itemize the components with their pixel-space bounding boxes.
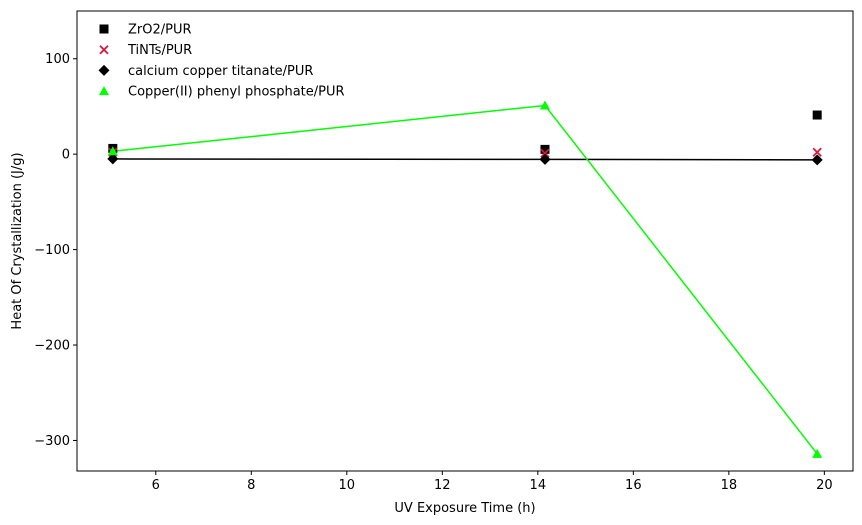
- x-axis-label: UV Exposure Time (h): [394, 501, 535, 516]
- data-point-zro2-pur: [540, 144, 550, 154]
- x-axis: 6 8 10 12 14 16 18 20: [152, 471, 833, 493]
- x-tick-label: 14: [530, 478, 547, 493]
- legend-marker-zro2-pur: [99, 24, 109, 34]
- legend: ZrO2/PUR TiNTs/PUR calcium copper titanate…: [98, 23, 345, 100]
- plot-frame: [76, 10, 854, 472]
- data-point-calcium-copper-titanate-pur: [539, 153, 551, 165]
- data-point-copper-ii-phenyl-phosphate-pur: [539, 100, 550, 110]
- y-tick-label: −100: [34, 243, 70, 258]
- series-line-copper-ii-phenyl-phosphate-pur: [112, 104, 818, 455]
- legend-label: calcium copper titanate/PUR: [128, 64, 313, 79]
- series-lines-layer: [112, 104, 818, 455]
- x-tick-label: 18: [721, 478, 738, 493]
- legend-label: ZrO2/PUR: [128, 23, 192, 38]
- legend-marker-tints-pur: [99, 45, 109, 55]
- x-tick-label: 12: [434, 478, 451, 493]
- y-axis-label: Heat Of Crystallization (J/g): [10, 152, 25, 329]
- y-tick-label: 100: [45, 52, 70, 67]
- data-point-calcium-copper-titanate-pur: [811, 154, 823, 166]
- data-point-tints-pur: [812, 147, 822, 157]
- series-markers-layer: [107, 100, 823, 458]
- legend-label: Copper(II) phenyl phosphate/PUR: [128, 85, 345, 100]
- x-tick-label: 16: [625, 478, 642, 493]
- series-line-calcium-copper-titanate-pur: [112, 158, 818, 161]
- x-tick-label: 6: [152, 478, 160, 493]
- y-tick-label: −300: [34, 434, 70, 449]
- data-point-tints-pur: [540, 148, 550, 158]
- legend-marker-copper-ii-phenyl-phosphate-pur: [99, 86, 109, 96]
- y-tick-label: 0: [62, 148, 70, 163]
- y-tick-label: −200: [34, 339, 70, 354]
- x-tick-label: 10: [339, 478, 356, 493]
- x-tick-label: 20: [816, 478, 833, 493]
- legend-marker-calcium-copper-titanate-pur: [98, 64, 110, 76]
- data-point-copper-ii-phenyl-phosphate-pur: [107, 146, 118, 156]
- data-point-zro2-pur: [812, 110, 822, 120]
- data-point-calcium-copper-titanate-pur: [107, 153, 119, 165]
- x-tick-label: 8: [247, 478, 255, 493]
- legend-label: TiNTs/PUR: [127, 43, 192, 58]
- y-axis: 100 0 −100 −200 −300: [34, 52, 77, 449]
- data-point-copper-ii-phenyl-phosphate-pur: [812, 448, 823, 458]
